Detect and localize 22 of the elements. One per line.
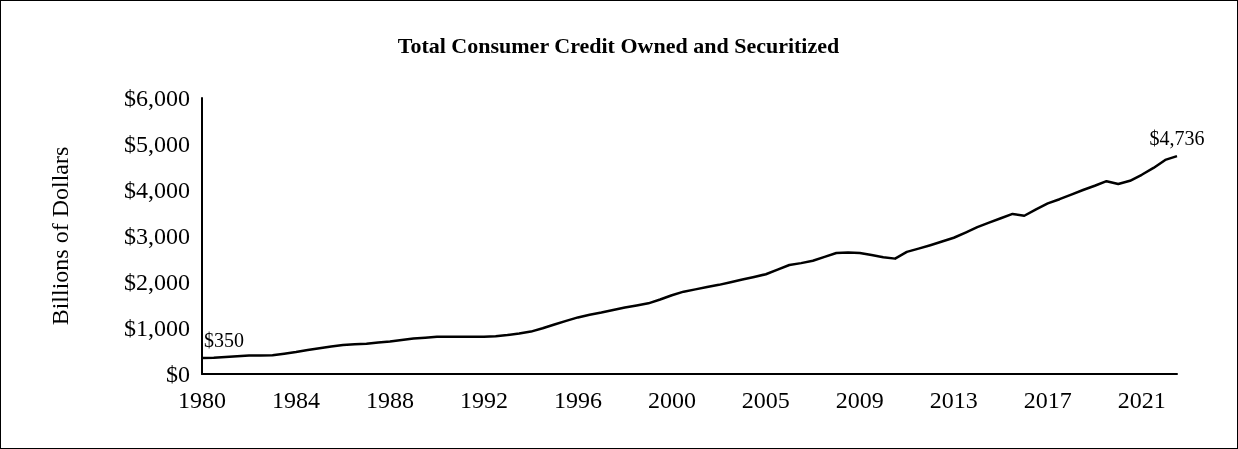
- x-tick-label: 1996: [553, 387, 602, 413]
- data-label: $350: [204, 328, 244, 351]
- y-tick-label: $2,000: [124, 269, 190, 295]
- x-tick-label: 2013: [929, 387, 978, 413]
- x-tick-label: 1988: [365, 387, 414, 413]
- y-tick-label: $1,000: [124, 315, 190, 341]
- x-tick-label: 2009: [835, 387, 884, 413]
- y-axis-title: Billions of Dollars: [47, 146, 73, 326]
- x-tick-label: 2005: [741, 387, 790, 413]
- x-tick-label: 2017: [1023, 387, 1072, 413]
- y-tick-label: $3,000: [124, 223, 190, 249]
- x-tick-label: 2000: [647, 387, 696, 413]
- x-tick-label: 1980: [178, 387, 226, 413]
- y-tick-label: $5,000: [124, 131, 190, 157]
- y-tick-label: $0: [166, 361, 190, 387]
- y-tick-label: $6,000: [124, 85, 190, 111]
- data-label: $4,736: [1149, 127, 1205, 150]
- x-tick-label: 1992: [459, 387, 508, 413]
- x-tick-label: 2021: [1117, 387, 1166, 413]
- y-tick-label: $4,000: [124, 177, 190, 203]
- x-tick-label: 1984: [271, 387, 320, 413]
- chart-title: Total Consumer Credit Owned and Securitized: [397, 32, 840, 58]
